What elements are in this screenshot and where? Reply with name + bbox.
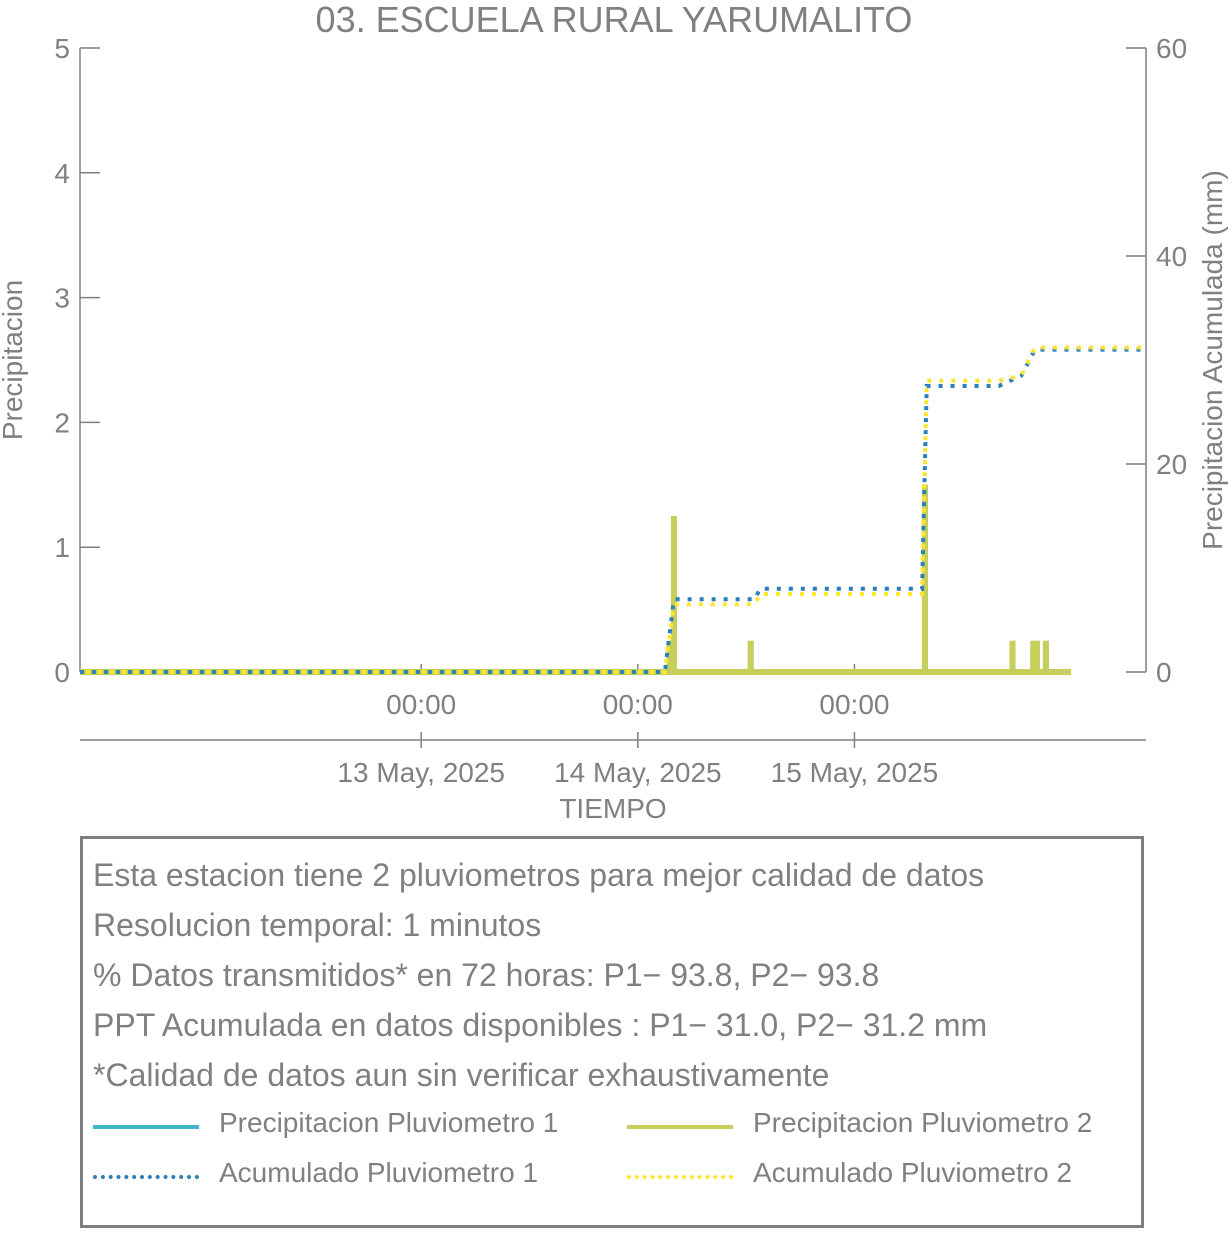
precip-bar — [1033, 640, 1040, 672]
precipitation-chart: 03. ESCUELA RURAL YARUMALITO 0 1 2 3 4 5 0 20 4… — [0, 0, 1228, 824]
y-axis-label: Precipitacion — [0, 280, 28, 440]
y2-axis-label: Precipitacion Acumulada (mm) — [1197, 170, 1228, 550]
left-y-axis: 0 1 2 3 4 5 — [54, 33, 100, 688]
x-tick-time-label: 00:00 — [819, 689, 889, 720]
cumulative-line-p2 — [80, 345, 1146, 674]
y2-tick-label: 20 — [1156, 449, 1187, 480]
legend-swatch-dotted — [93, 1175, 199, 1179]
info-line-transmitted: % Datos transmitidos* en 72 horas: P1− 9… — [93, 957, 880, 993]
y-tick-label: 2 — [54, 407, 70, 438]
y-tick-label: 3 — [54, 283, 70, 314]
legend-label: Precipitacion Pluviometro 1 — [219, 1107, 559, 1138]
precipitation-bars — [80, 484, 1072, 675]
x-tick-time-label: 00:00 — [386, 689, 456, 720]
info-panel: Esta estacion tiene 2 pluviometros para … — [80, 836, 1144, 1228]
y-tick-label: 4 — [54, 158, 70, 189]
precip-bar — [921, 484, 928, 672]
x-axis-label: TIEMPO — [559, 793, 666, 824]
right-y-axis: 0 20 40 60 — [1126, 33, 1187, 688]
legend-label: Precipitacion Pluviometro 2 — [753, 1107, 1093, 1138]
chart-title: 03. ESCUELA RURAL YARUMALITO — [316, 0, 913, 40]
info-line-accumulated: PPT Acumulada en datos disponibles : P1−… — [93, 1007, 988, 1043]
legend-item-precip-p1: Precipitacion Pluviometro 1 — [93, 1107, 593, 1147]
precip-bar — [666, 640, 673, 672]
legend-swatch-dotted — [627, 1175, 733, 1179]
precip-bar — [1009, 640, 1016, 672]
precip-bar — [747, 640, 754, 672]
x-tick-date-label: 13 May, 2025 — [337, 757, 505, 788]
legend-item-cum-p2: Acumulado Pluviometro 2 — [627, 1157, 1127, 1197]
legend-label: Acumulado Pluviometro 2 — [753, 1157, 1073, 1188]
precip-bar — [670, 516, 677, 672]
y2-tick-label: 60 — [1156, 33, 1187, 64]
legend-item-cum-p1: Acumulado Pluviometro 1 — [93, 1157, 593, 1197]
info-line-stations: Esta estacion tiene 2 pluviometros para … — [93, 857, 985, 893]
precip-bar — [1042, 640, 1049, 672]
cumulative-lines — [80, 345, 1146, 674]
info-line-quality-note: *Calidad de datos aun sin verificar exha… — [93, 1057, 830, 1093]
x-tick-time-label: 00:00 — [603, 689, 673, 720]
precip-bar — [1030, 640, 1037, 672]
legend-item-precip-p2: Precipitacion Pluviometro 2 — [627, 1107, 1127, 1147]
y2-tick-label: 0 — [1156, 657, 1172, 688]
legend-swatch-solid — [627, 1125, 733, 1129]
y-tick-label: 0 — [54, 657, 70, 688]
legend-label: Acumulado Pluviometro 1 — [219, 1157, 539, 1188]
y-tick-label: 5 — [54, 33, 70, 64]
cumulative-line-p1 — [80, 347, 1146, 674]
x-tick-date-label: 14 May, 2025 — [554, 757, 722, 788]
info-line-resolution: Resolucion temporal: 1 minutos — [93, 907, 542, 943]
y-tick-label: 1 — [54, 532, 70, 563]
x-tick-date-label: 15 May, 2025 — [771, 757, 939, 788]
legend-swatch-solid — [93, 1125, 199, 1129]
y2-tick-label: 40 — [1156, 241, 1187, 272]
x-axis: 00:00 13 May, 2025 00:00 14 May, 2025 00:00 1… — [80, 664, 1146, 788]
